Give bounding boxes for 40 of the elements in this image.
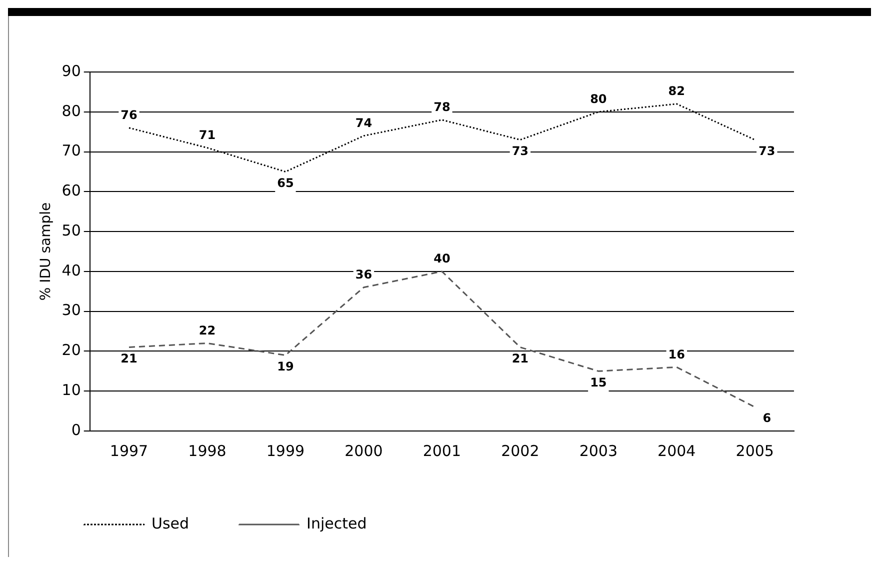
data-label: 21 bbox=[120, 351, 138, 366]
data-label: 82 bbox=[668, 84, 685, 98]
x-tick-label: 1999 bbox=[266, 442, 305, 460]
x-tick-label: 1998 bbox=[188, 442, 226, 460]
data-label: 74 bbox=[355, 116, 372, 130]
data-label: 22 bbox=[198, 323, 216, 338]
y-tick-label: 20 bbox=[62, 341, 81, 360]
legend-label: Injected bbox=[306, 514, 367, 532]
x-tick-label: 2005 bbox=[736, 442, 774, 460]
data-label: 73 bbox=[758, 144, 776, 158]
data-label: 19 bbox=[277, 359, 294, 374]
data-label: 78 bbox=[434, 100, 450, 114]
y-tick-label: 70 bbox=[62, 142, 81, 160]
x-tick-label: 2003 bbox=[579, 442, 618, 460]
x-tick-label: 2004 bbox=[658, 442, 696, 460]
y-tick-label: 90 bbox=[62, 62, 81, 80]
data-label: 71 bbox=[198, 128, 216, 142]
x-tick-label: 2000 bbox=[344, 442, 383, 460]
y-tick-label: 10 bbox=[62, 381, 81, 399]
data-label: 16 bbox=[668, 347, 685, 362]
y-tick-label: 60 bbox=[62, 182, 81, 200]
data-label: 15 bbox=[590, 375, 607, 390]
y-tick-label: 40 bbox=[62, 261, 81, 280]
data-label: 76 bbox=[120, 108, 138, 122]
y-tick-label: 0 bbox=[71, 420, 81, 439]
x-tick-label: 1997 bbox=[110, 442, 148, 460]
legend-label: Used bbox=[152, 514, 190, 532]
data-label: 73 bbox=[512, 144, 529, 158]
x-tick-label: 2001 bbox=[422, 442, 462, 460]
data-label: 21 bbox=[512, 351, 529, 366]
y-tick-label: 80 bbox=[62, 102, 81, 120]
data-label: 6 bbox=[762, 411, 772, 426]
y-axis-title: % IDU sample bbox=[38, 202, 54, 301]
y-tick-label: 50 bbox=[62, 221, 81, 240]
y-tick-label: 30 bbox=[62, 301, 81, 320]
x-tick-label: 2002 bbox=[501, 442, 540, 460]
data-label: 80 bbox=[590, 92, 607, 106]
data-label: 36 bbox=[355, 268, 372, 282]
data-label: 65 bbox=[277, 176, 294, 190]
data-label: 40 bbox=[434, 252, 450, 266]
